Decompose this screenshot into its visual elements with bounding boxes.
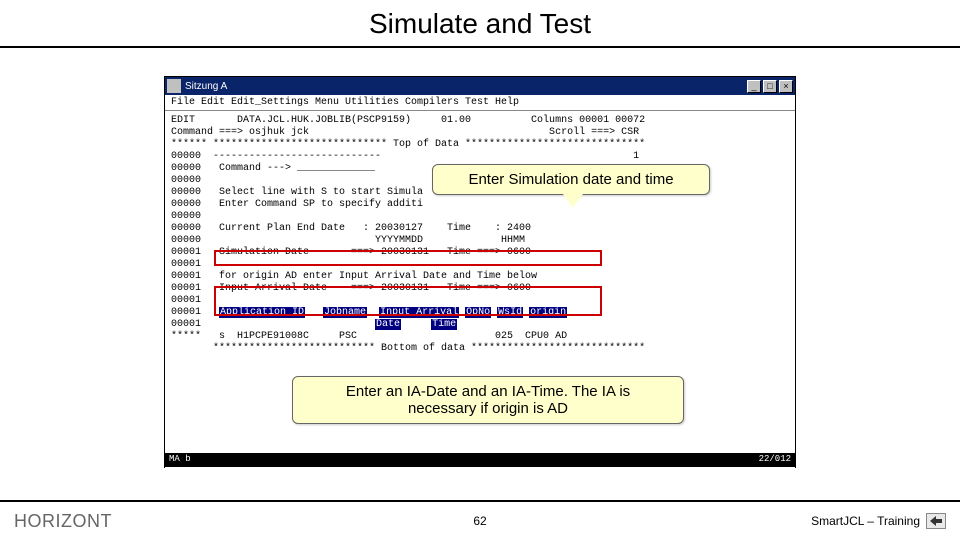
callout-simulation-date: Enter Simulation date and time [432,164,710,195]
term-line: EDIT DATA.JCL.HUK.JOBLIB(PSCP9159) 01.00… [171,115,645,126]
term-line: ****** ***************************** Top… [171,139,645,150]
term-line: 00000 Select line with S to start Simula [171,187,423,198]
slide-footer: HORIZONT 62 SmartJCL – Training [0,500,960,540]
term-line: 00001 [171,259,201,270]
term-line: *************************** Bottom of da… [171,343,645,354]
term-line: 00001 Input Arrival Date ===> 20030131 T… [171,283,531,294]
term-line: 00000 YYYYMMDD HHMM [171,235,525,246]
app-icon [167,79,181,93]
terminal-menubar[interactable]: File Edit Edit_Settings Menu Utilities C… [165,95,795,111]
callout-text-line2: necessary if origin is AD [408,400,568,417]
maximize-button[interactable]: □ [763,80,777,93]
brand-logo: HORIZONT [14,511,112,532]
term-line: 00000 Current Plan End Date : 20030127 T… [171,223,531,234]
term-line: 00001 [171,295,201,306]
col-header: Time [431,319,457,330]
col-header: WsId [497,307,523,318]
callout-text: Enter Simulation date and time [468,171,673,188]
status-left: MA b [169,454,191,466]
term-line: ***** s H1PCPE91008C PSC 025 CPU0 AD [171,331,567,342]
callout-arrow-icon [563,194,583,208]
terminal-statusbar: MA b 22/012 [165,453,795,467]
back-button[interactable] [926,513,946,529]
close-button[interactable]: × [779,80,793,93]
col-header: Application ID [219,307,305,318]
term-line: Command ===> osjhuk jck Scroll ===> CSR [171,127,639,138]
product-name: SmartJCL – Training [811,514,920,528]
window-buttons: _ □ × [747,80,793,93]
term-line: 00001 for origin AD enter Input Arrival … [171,271,537,282]
col-header: Jobname [323,307,367,318]
page-number: 62 [473,514,486,528]
minimize-button[interactable]: _ [747,80,761,93]
callout-text-line1: Enter an IA-Date and an IA-Time. The IA … [346,383,630,400]
col-header: Input Arrival [379,307,459,318]
term-line: 00000 [171,175,201,186]
back-arrow-icon [930,516,942,526]
term-line: 00000 Command ---> _____________ [171,163,375,174]
status-right: 22/012 [759,454,791,466]
window-titlebar: Sitzung A _ □ × [165,77,795,95]
slide-title: Simulate and Test [0,0,960,46]
col-header: OpNo [465,307,491,318]
term-line: 00000 Enter Command SP to specify additi [171,199,423,210]
term-line: 00001 Simulation Date ===> 20030131 Time… [171,247,531,258]
term-line: 00000 ---------------------------- 1 [171,151,639,162]
window-title: Sitzung A [185,81,747,92]
callout-ia-date: Enter an IA-Date and an IA-Time. The IA … [292,376,684,424]
term-line: 00001 Application ID Jobname Input Arriv… [171,307,567,318]
term-line: 00001 Date Time [171,319,457,330]
col-header: Date [375,319,401,330]
divider-top [0,46,960,48]
term-line: 00000 [171,211,201,222]
col-header: origin [529,307,567,318]
footer-right: SmartJCL – Training [811,513,946,529]
